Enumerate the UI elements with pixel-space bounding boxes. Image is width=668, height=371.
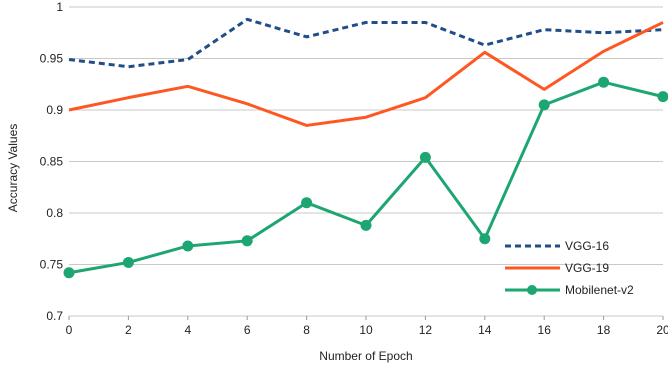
data-point: [301, 197, 313, 209]
data-point: [479, 233, 491, 245]
legend: VGG-16 VGG-19 Mobilenet-v2: [505, 239, 634, 297]
data-point: [63, 267, 75, 279]
y-tick-label: 0.8: [46, 206, 63, 220]
x-tick-label: 8: [303, 323, 310, 337]
data-point: [657, 91, 668, 103]
x-tick-label: 10: [359, 323, 373, 337]
legend-label: VGG-19: [565, 261, 609, 275]
x-tick-label: 6: [244, 323, 251, 337]
y-axis-title: Accuracy Values: [6, 124, 20, 212]
y-tick-label: 1: [56, 0, 63, 14]
y-tick-label: 0.7: [46, 309, 63, 323]
data-point: [598, 76, 610, 88]
x-tick-label: 14: [478, 323, 492, 337]
grid-layer: [69, 6, 663, 317]
x-tick-label: 2: [125, 323, 132, 337]
series-layer: [63, 17, 668, 279]
data-point: [182, 240, 194, 252]
x-tick-label: 4: [184, 323, 191, 337]
x-tick-label: 0: [66, 323, 73, 337]
x-tick-label: 18: [597, 323, 611, 337]
legend-marker: [527, 285, 537, 295]
series-line-vgg-16: [68, 17, 664, 69]
y-tick-label: 0.85: [40, 155, 64, 169]
data-point: [122, 256, 134, 268]
y-tick-label: 0.9: [46, 103, 63, 117]
data-point: [360, 219, 372, 231]
x-axis-title: Number of Epoch: [319, 349, 412, 363]
x-tick-label: 16: [538, 323, 552, 337]
legend-label: Mobilenet-v2: [565, 283, 634, 297]
x-tick-label: 20: [656, 323, 668, 337]
series-line-vgg-19: [68, 21, 664, 127]
data-point: [419, 151, 431, 163]
y-tick-label: 0.95: [40, 52, 64, 66]
legend-label: VGG-16: [565, 239, 609, 253]
y-tick-label: 0.75: [40, 258, 64, 272]
data-point: [241, 235, 253, 247]
x-tick-label: 12: [419, 323, 433, 337]
data-point: [538, 99, 550, 111]
